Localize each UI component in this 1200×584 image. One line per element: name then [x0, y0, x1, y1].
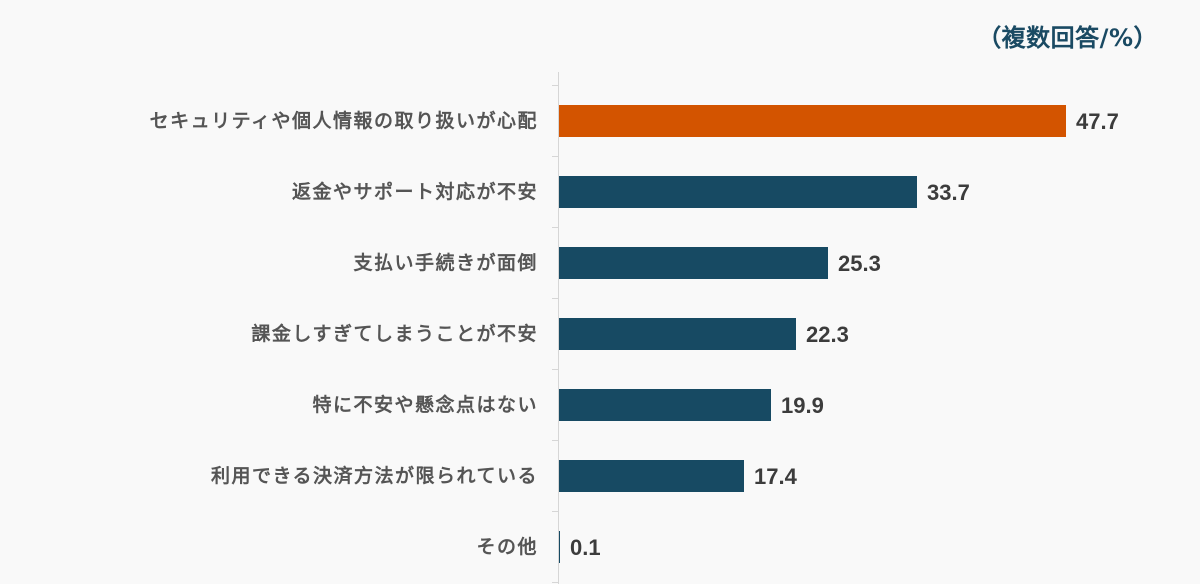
- bar: [559, 389, 771, 421]
- axis-tick: [552, 511, 558, 512]
- axis-tick: [552, 369, 558, 370]
- bar: [559, 531, 560, 563]
- category-label: 特に不安や懸念点はない: [312, 394, 538, 416]
- value-label: 25.3: [838, 251, 881, 276]
- bar-row: 支払い手続きが面倒 25.3: [0, 228, 1200, 299]
- value-label: 22.3: [806, 322, 849, 347]
- bar-row: 課金しすぎてしまうことが不安 22.3: [0, 299, 1200, 370]
- bar: [559, 247, 828, 279]
- bar-row: 返金やサポート対応が不安 33.7: [0, 157, 1200, 228]
- category-label: 返金やサポート対応が不安: [291, 181, 538, 203]
- axis-tick: [552, 582, 558, 583]
- category-label: 課金しすぎてしまうことが不安: [251, 323, 538, 345]
- bar: [559, 176, 917, 208]
- value-label: 47.7: [1076, 109, 1119, 134]
- value-label: 17.4: [754, 464, 797, 489]
- category-label: 支払い手続きが面倒: [353, 252, 538, 274]
- chart-note: （複数回答/%）: [977, 24, 1158, 52]
- bar-row: 利用できる決済方法が限られている 17.4: [0, 441, 1200, 512]
- category-label: セキュリティや個人情報の取り扱いが心配: [149, 110, 538, 132]
- bar: [559, 460, 744, 492]
- axis-tick: [552, 85, 558, 86]
- axis-tick: [552, 298, 558, 299]
- category-label: その他: [476, 536, 538, 558]
- bar: [559, 318, 796, 350]
- value-label: 33.7: [927, 180, 970, 205]
- category-label: 利用できる決済方法が限られている: [210, 465, 538, 487]
- bar: [559, 105, 1066, 137]
- category-axis-line: [558, 72, 559, 584]
- value-label: 19.9: [781, 393, 824, 418]
- bar-row: 特に不安や懸念点はない 19.9: [0, 370, 1200, 441]
- axis-tick: [552, 227, 558, 228]
- value-label: 0.1: [570, 535, 601, 560]
- bar-row: セキュリティや個人情報の取り扱いが心配 47.7: [0, 86, 1200, 157]
- bar-row: その他 0.1: [0, 512, 1200, 583]
- axis-tick: [552, 440, 558, 441]
- axis-tick: [552, 156, 558, 157]
